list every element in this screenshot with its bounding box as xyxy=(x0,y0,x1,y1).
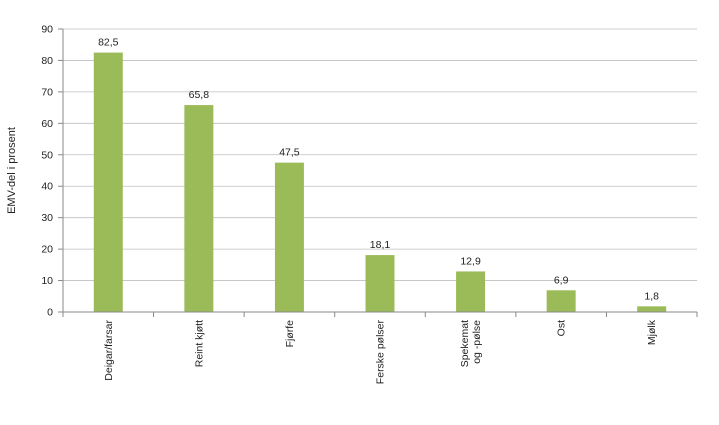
bar xyxy=(184,105,214,313)
x-tick-label-line: Deigar/farsar xyxy=(103,320,115,381)
y-tick-label: 70 xyxy=(41,86,53,98)
data-label: 1,8 xyxy=(644,290,659,302)
x-tick-label-line: og -pølse xyxy=(471,320,483,364)
y-axis-ticks: 0 10 20 30 40 50 60 70 80 90 xyxy=(41,24,697,319)
x-tick-label: Fjørfe xyxy=(284,320,296,348)
x-tick-label-line: Ferske pølser xyxy=(375,320,387,385)
x-tick-label: Deigar/farsar xyxy=(103,320,115,381)
y-tick-label: 90 xyxy=(41,24,53,36)
x-tick-label: Reint kjøtt xyxy=(193,320,205,367)
y-axis-title: EMV-del i prosent xyxy=(6,127,18,214)
data-label: 65,8 xyxy=(189,89,210,101)
y-tick-label: 40 xyxy=(41,181,53,193)
x-tick-label-line: Spekemat xyxy=(459,320,471,367)
x-tick-label-line: Fjørfe xyxy=(284,320,296,348)
x-tick-label: Mjølk xyxy=(646,319,658,345)
x-axis-ticks: Deigar/farsar Reint kjøtt Fjørfe Ferske pøl… xyxy=(62,312,698,385)
bar xyxy=(546,290,576,312)
y-tick-label: 20 xyxy=(41,244,53,256)
y-tick-label: 10 xyxy=(41,275,53,287)
x-tick-label: Spekemat og -pølse xyxy=(459,320,483,367)
bar xyxy=(456,271,486,312)
x-tick-label: Ferske pølser xyxy=(375,320,387,385)
y-tick-label: 50 xyxy=(41,149,53,161)
bar xyxy=(93,52,123,312)
y-tick-label: 30 xyxy=(41,212,53,224)
data-label: 6,9 xyxy=(554,274,569,286)
data-label: 47,5 xyxy=(279,147,300,159)
y-tick-label: 80 xyxy=(41,55,53,67)
data-label: 12,9 xyxy=(460,255,481,267)
x-tick-label-line: Mjølk xyxy=(646,319,658,345)
gridlines xyxy=(63,28,697,281)
bar xyxy=(274,162,304,312)
y-tick-label: 0 xyxy=(47,307,53,319)
y-tick-label: 60 xyxy=(41,118,53,130)
x-tick-label: Ost xyxy=(556,320,568,336)
data-label: 82,5 xyxy=(98,37,119,49)
bar xyxy=(365,255,395,312)
data-label: 18,1 xyxy=(370,239,391,251)
bar xyxy=(637,306,667,312)
data-labels: 82,5 65,8 47,5 18,1 12,9 6,9 1,8 xyxy=(98,37,659,303)
x-tick-label-line: Reint kjøtt xyxy=(193,320,205,367)
bars xyxy=(93,52,667,313)
x-tick-label-line: Ost xyxy=(556,320,568,336)
